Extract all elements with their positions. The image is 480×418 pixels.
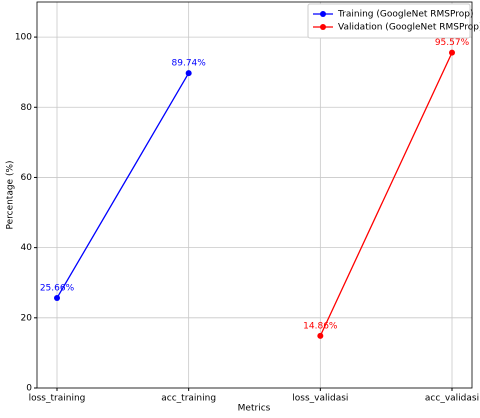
data-label: 25.66%	[40, 283, 75, 293]
data-label: 95.57%	[435, 38, 470, 48]
data-label: 14.86%	[303, 321, 338, 331]
y-tick-label: 80	[21, 103, 33, 113]
y-tick-label: 60	[21, 173, 33, 183]
plot-frame	[36, 1, 473, 389]
legend: Training (GoogleNet RMSProp) Validation (…	[307, 3, 480, 39]
data-point	[54, 294, 60, 301]
y-tick-label: 0	[26, 384, 32, 394]
data-point	[317, 332, 324, 339]
x-tick-label: loss_training	[29, 394, 86, 404]
y-tick-label: 40	[21, 243, 33, 253]
y-tick-label: 20	[21, 313, 33, 323]
legend-marker	[320, 11, 326, 17]
series-line	[56, 72, 190, 299]
series-line	[319, 52, 453, 337]
y-axis-label: Percentage (%)	[6, 160, 16, 229]
x-tick-label: acc_training	[161, 394, 216, 404]
legend-box	[307, 3, 471, 39]
y-tick-label: 100	[15, 33, 32, 43]
data-point	[449, 49, 455, 56]
x-tick-label: acc_validasi	[425, 394, 479, 404]
x-axis-label: Metrics	[238, 404, 271, 414]
legend-label: Training (GoogleNet RMSProp)	[337, 10, 474, 20]
data-label: 89.74%	[172, 59, 207, 69]
legend-label: Validation (GoogleNet RMSProp)	[338, 23, 480, 33]
x-tick-label: loss_validasi	[292, 394, 348, 404]
data-point	[185, 70, 192, 77]
legend-marker	[320, 24, 326, 30]
